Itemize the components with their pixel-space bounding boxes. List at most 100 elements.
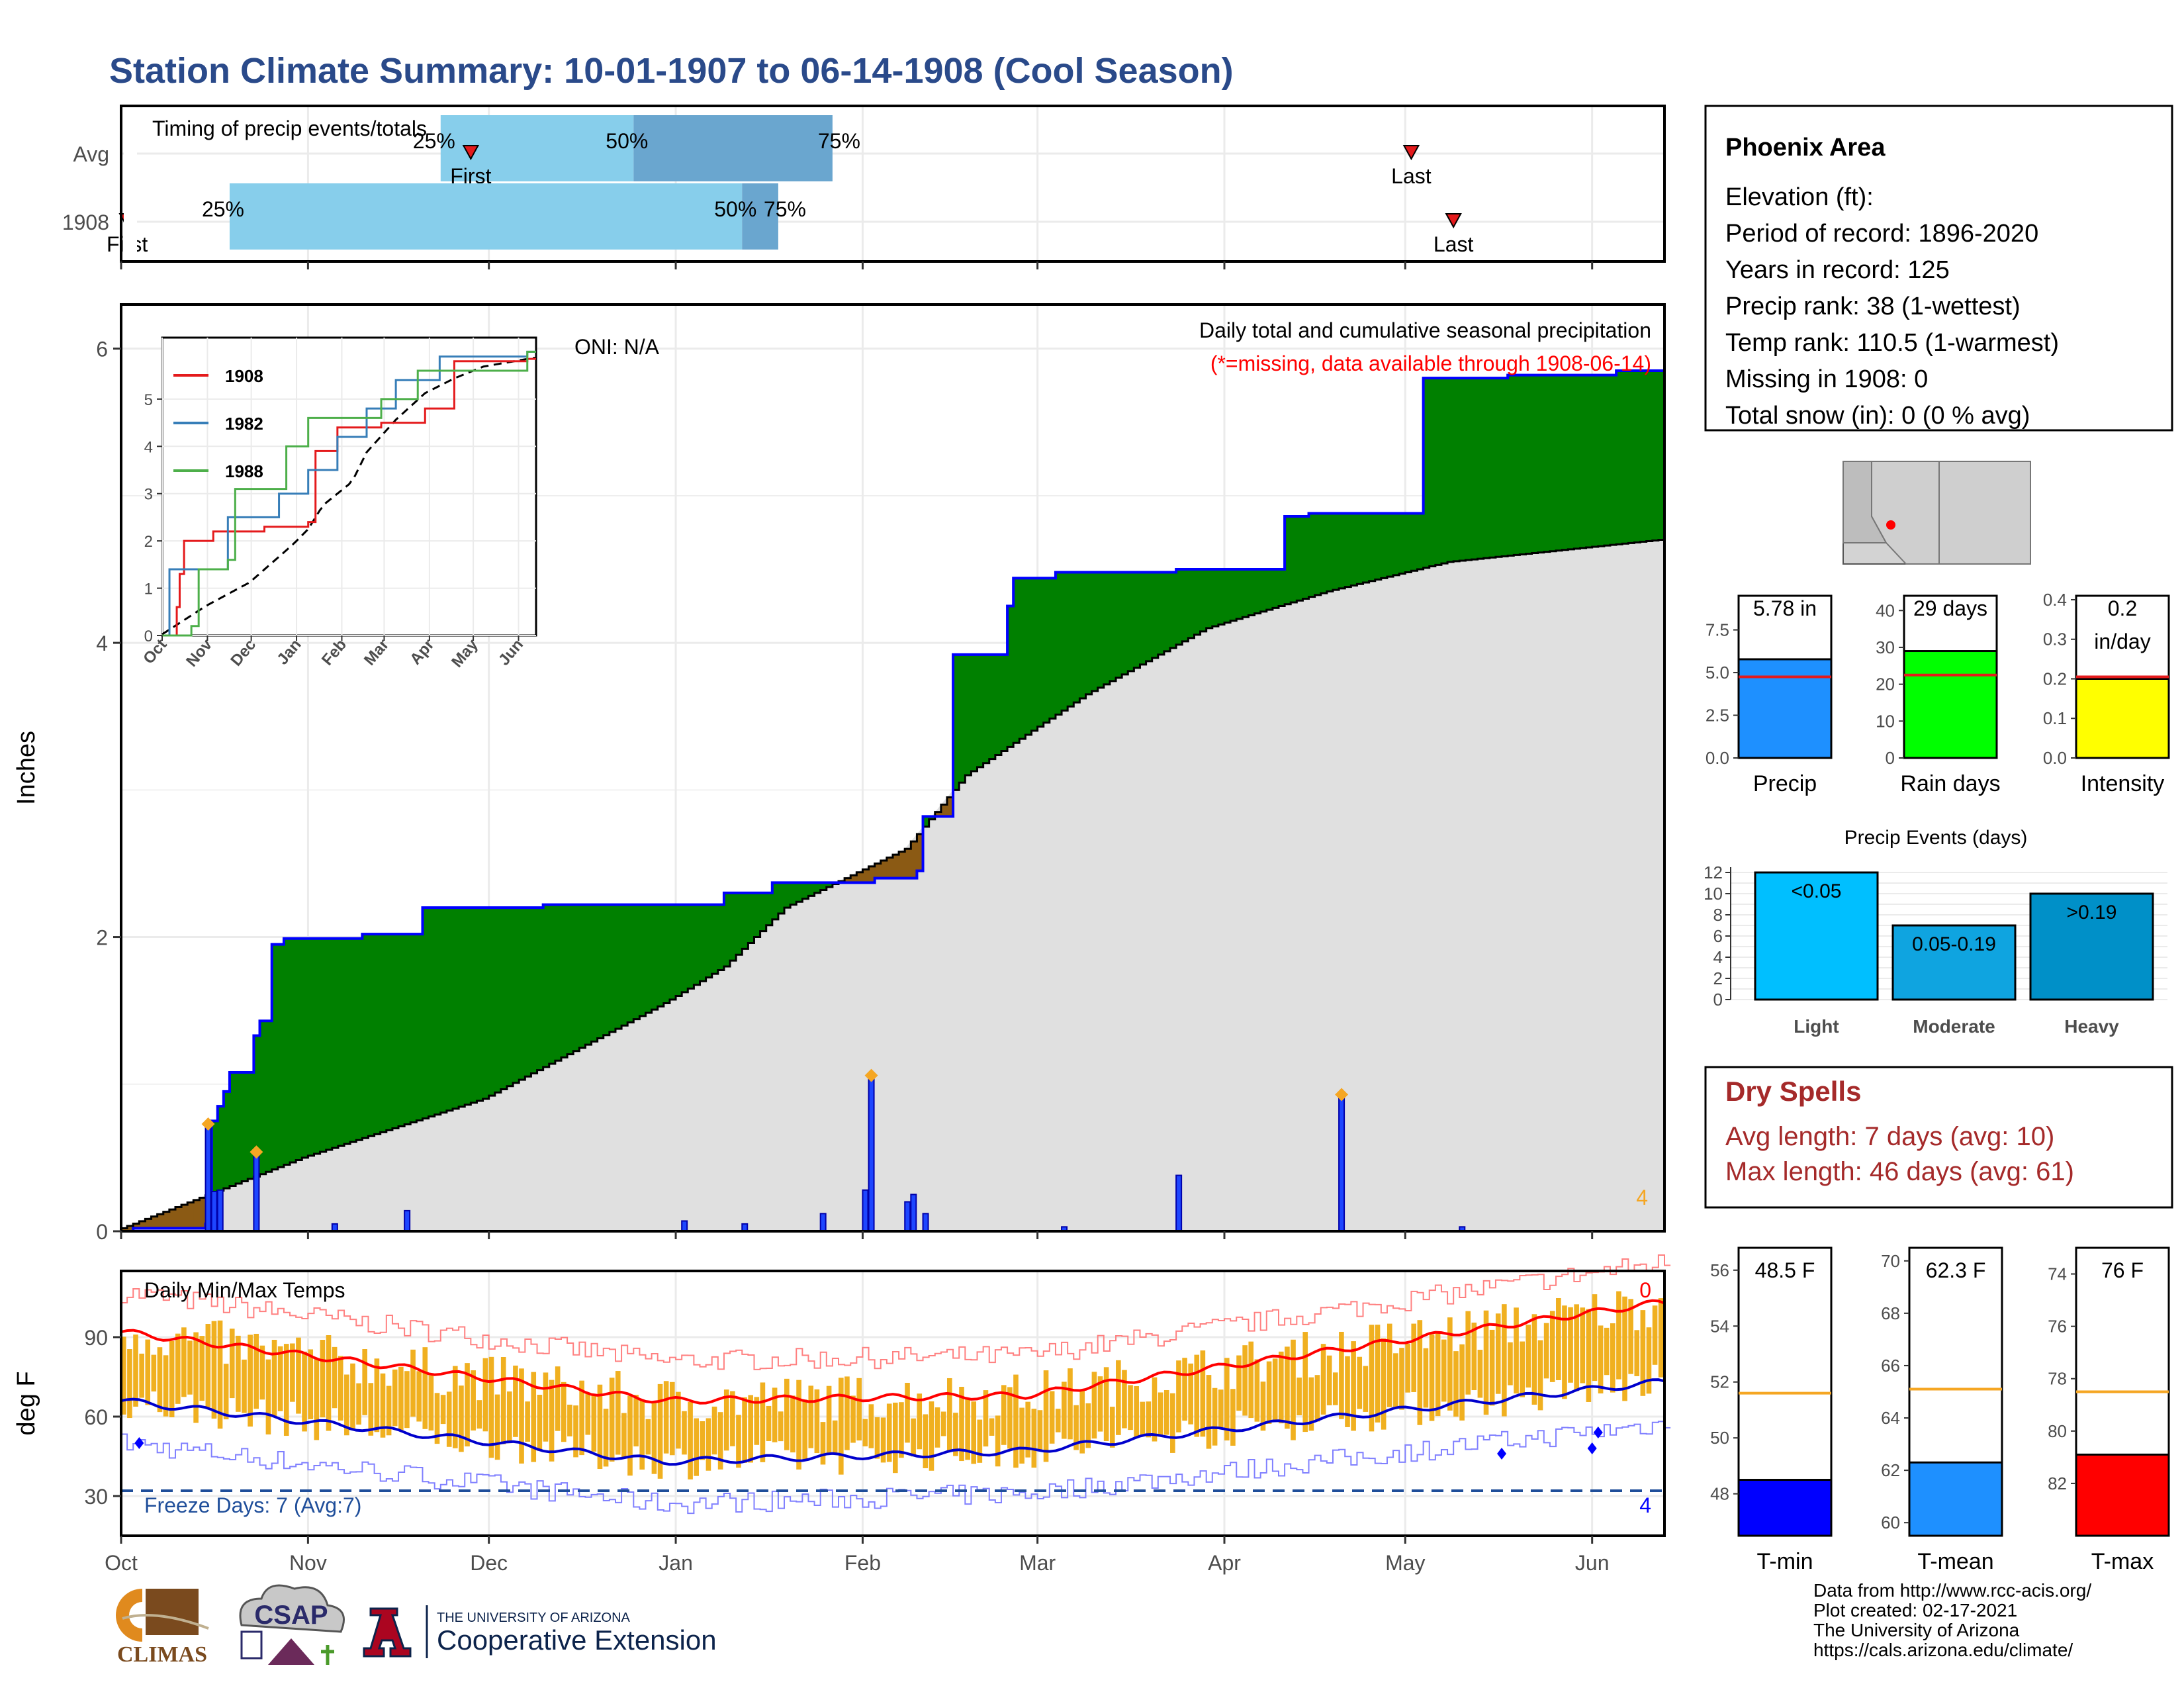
daily-temp-bar	[205, 1324, 211, 1407]
surplus-fill	[1308, 513, 1316, 597]
temp-summary-bar	[1737, 1479, 1833, 1537]
temp-panel-border	[120, 1270, 1666, 1537]
surplus-fill	[802, 882, 809, 899]
daily-temp-bar	[187, 1340, 193, 1395]
surplus-fill	[1013, 578, 1020, 743]
daily-temp-bar	[723, 1389, 729, 1451]
normal-cumulative-area	[121, 539, 1664, 1231]
surplus-fill	[1163, 572, 1171, 651]
surplus-fill	[1302, 516, 1310, 599]
deficit-fill	[157, 1214, 164, 1229]
daily-temp-bar	[283, 1344, 289, 1436]
y-tick-label: 4	[96, 632, 108, 655]
summary-bar	[1903, 650, 1998, 759]
daily-temp-bar	[1025, 1401, 1031, 1458]
surplus-fill	[1435, 378, 1442, 565]
surplus-fill	[676, 904, 682, 996]
surplus-fill	[627, 904, 634, 1023]
timing-p50-label: 50%	[714, 197, 756, 221]
daily-temp-bar	[440, 1395, 446, 1425]
surplus-fill	[1007, 606, 1014, 747]
surplus-fill	[1314, 513, 1322, 595]
main-ylabel: Inches	[13, 731, 40, 805]
surplus-fill	[615, 904, 622, 1029]
surplus-fill	[1646, 371, 1653, 541]
daily-temp-bar	[1308, 1377, 1314, 1431]
normal-cumulative-line	[121, 539, 1664, 1230]
summary-value-label: in/day	[2094, 630, 2150, 653]
daily-temp-bar	[1236, 1355, 1242, 1411]
daily-temp-bar	[1465, 1311, 1471, 1395]
surplus-fill	[1085, 572, 1093, 694]
daily-temp-bar	[1272, 1358, 1278, 1421]
daily-temp-bar	[1230, 1389, 1236, 1446]
daily-temp-bar	[259, 1345, 265, 1400]
deficit-fill	[850, 875, 857, 883]
surplus-fill	[705, 904, 713, 978]
surplus-fill	[1176, 569, 1183, 645]
daily-temp-bar	[597, 1384, 603, 1470]
climas-logo: CLIMAS	[109, 1582, 218, 1671]
surplus-fill	[488, 908, 496, 1096]
station-info-line: Total snow (in): 0 (0 % avg)	[1725, 402, 2030, 430]
daily-temp-bar	[1502, 1304, 1507, 1417]
temp-summary-tick-label: 66	[1881, 1356, 1900, 1376]
surplus-fill	[657, 904, 664, 1007]
surplus-fill	[995, 654, 1002, 755]
daily-temp-bar	[404, 1371, 410, 1429]
daily-temp-bar	[1043, 1370, 1049, 1462]
timing-p75-label: 75%	[818, 129, 860, 153]
surplus-fill	[694, 904, 701, 985]
daily-temp-bar	[627, 1395, 633, 1476]
footer-credits: Data from http://www.rcc-acis.org/ Plot …	[1813, 1581, 2091, 1660]
daily-temp-bar	[1158, 1392, 1163, 1437]
surplus-fill	[350, 938, 357, 1143]
surplus-fill	[1248, 569, 1255, 616]
surplus-fill	[1152, 572, 1159, 658]
station-info-line: Years in record: 125	[1725, 256, 1950, 284]
daily-temp-bar	[127, 1349, 132, 1419]
freeze-marker	[134, 1437, 144, 1449]
daily-temp-bar	[392, 1369, 398, 1427]
surplus-fill	[248, 1072, 255, 1179]
daily-temp-bar	[374, 1358, 380, 1432]
daily-temp-bar	[302, 1351, 307, 1432]
surplus-fill	[1381, 513, 1388, 579]
daily-temp-bar	[151, 1354, 157, 1392]
timing-bar-50-75	[742, 183, 778, 250]
daily-temp-bar	[1079, 1389, 1085, 1454]
inset-y-tick-label: 3	[144, 486, 153, 504]
daily-temp-bar	[657, 1383, 663, 1479]
daily-precip-bar	[253, 1152, 260, 1232]
surplus-fill	[567, 904, 574, 1055]
event-range-label: >0.19	[2067, 902, 2117, 923]
daily-temp-bar	[1531, 1314, 1537, 1405]
daily-temp-bar	[1091, 1372, 1097, 1439]
daily-temp-bar	[380, 1373, 386, 1438]
daily-temp-bar	[717, 1412, 723, 1470]
temp-summary-tick-label: 76	[2048, 1317, 2067, 1336]
surplus-fill	[1411, 513, 1418, 571]
daily-temp-bar	[832, 1420, 838, 1455]
surplus-fill	[1634, 371, 1641, 543]
surplus-fill	[513, 908, 520, 1083]
surplus-fill	[1103, 572, 1111, 684]
surplus-fill	[1622, 371, 1629, 544]
deficit-fill	[199, 1197, 206, 1229]
surplus-fill	[1218, 569, 1225, 625]
daily-temp-bar	[1134, 1386, 1139, 1438]
daily-temp-bar	[482, 1358, 488, 1432]
surplus-fill	[645, 904, 653, 1013]
daily-temp-bar	[1200, 1350, 1206, 1437]
dry-spells-title: Dry Spells	[1725, 1076, 1861, 1107]
daily-temp-bar	[1537, 1340, 1543, 1411]
avg-max-line	[120, 1299, 1665, 1405]
daily-temp-bar	[193, 1332, 199, 1423]
surplus-fill	[236, 1072, 242, 1184]
surplus-fill	[549, 904, 556, 1064]
summary-value-label: 0.2	[2108, 596, 2137, 620]
daily-temp-bar	[543, 1372, 549, 1442]
surplus-fill	[736, 892, 743, 955]
daily-temp-bar	[1417, 1320, 1423, 1425]
temp-summary-tick-label: 56	[1710, 1260, 1729, 1280]
